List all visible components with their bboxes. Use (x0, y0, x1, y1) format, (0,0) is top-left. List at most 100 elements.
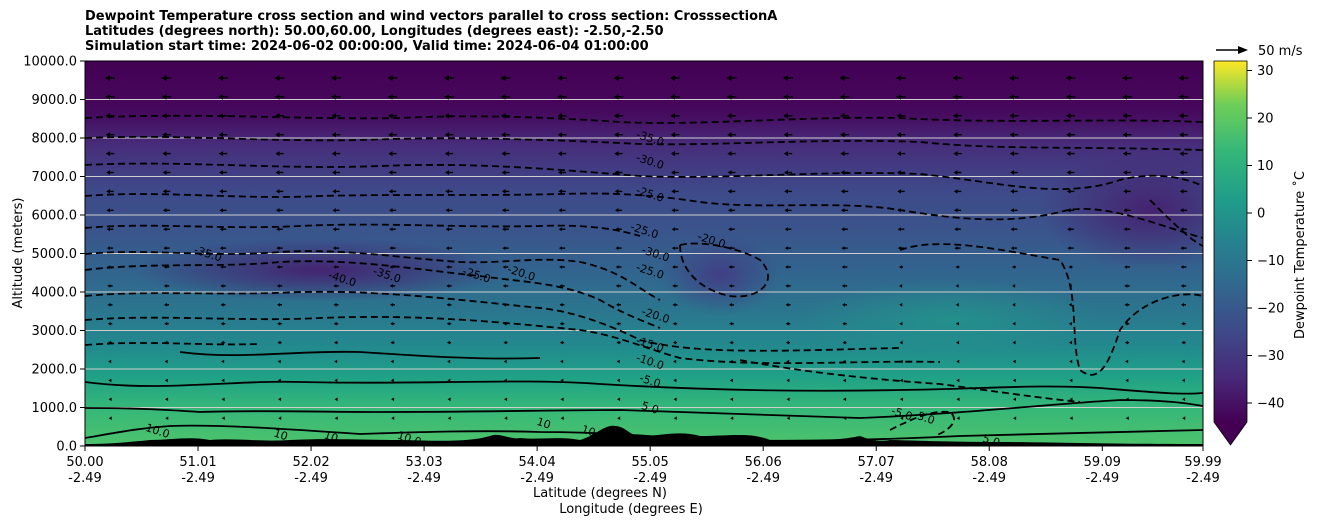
wind-vector (953, 132, 962, 138)
wind-vector (500, 113, 511, 119)
wind-vector (277, 321, 282, 326)
wind-vector (557, 151, 567, 157)
wind-vector (560, 359, 564, 364)
wind-vector (501, 132, 510, 138)
x-tick-label-lat: 51.01 (179, 455, 216, 470)
wind-vector (784, 246, 792, 250)
wind-vector (1066, 151, 1075, 157)
x-tick-label-lon: -2.49 (746, 471, 780, 486)
wind-vector (220, 303, 226, 307)
wind-vector (218, 75, 228, 81)
wind-vector (1010, 170, 1018, 175)
wind-vector (671, 170, 679, 175)
wind-vector (726, 75, 737, 81)
wind-vector (219, 208, 227, 213)
wind-vector (1011, 265, 1017, 269)
wind-vector (729, 321, 734, 326)
wind-vector (106, 189, 114, 194)
wind-vector (557, 94, 567, 100)
wind-vector (729, 378, 733, 383)
y-tick-label: 10000.0 (23, 55, 77, 70)
wind-vector (162, 151, 171, 157)
wind-vector (727, 151, 736, 157)
wind-vector (444, 94, 454, 100)
x-axis-label-latitude: Latitude (degrees N) (533, 486, 667, 501)
wind-vector (616, 303, 621, 307)
wind-vector (388, 208, 397, 213)
wind-vector (446, 265, 452, 269)
wind-vector (278, 416, 282, 420)
wind-vector (1068, 265, 1073, 269)
wind-vector (165, 416, 169, 420)
wind-vector (614, 208, 623, 213)
wind-vector (163, 246, 170, 250)
wind-vector (1179, 170, 1188, 175)
wind-vector (1009, 113, 1019, 119)
wind-vector (614, 170, 623, 175)
colorbar-label: Dewpoint Temperature ˚C (1292, 171, 1308, 339)
wind-vector (617, 416, 621, 420)
colorbar-ticks: 30 20 10 0 −10 −20 −30 −40 (1247, 64, 1284, 412)
wind-vector (841, 246, 848, 250)
wind-vector (557, 132, 567, 138)
wind-vector (558, 227, 566, 232)
wind-vector (671, 227, 679, 232)
wind-vector (840, 208, 849, 213)
wind-vector (1067, 227, 1074, 232)
wind-vector (331, 75, 341, 81)
wind-vector (1125, 416, 1129, 420)
wind-vector (107, 321, 113, 326)
wind-vector (108, 397, 112, 402)
wind-vector (1181, 340, 1186, 345)
wind-vector (843, 397, 847, 402)
wind-vector (899, 340, 903, 345)
wind-vector (727, 189, 736, 194)
wind-vector (953, 151, 962, 157)
wind-vector (444, 132, 454, 138)
wind-vector (105, 151, 115, 157)
wind-vector (163, 227, 170, 232)
wind-vector (1066, 208, 1075, 213)
wind-vector (785, 284, 791, 288)
x-tick-label-lon: -2.49 (407, 471, 441, 486)
wind-vector (277, 378, 281, 383)
contour-label-text: 10 (272, 427, 289, 444)
wind-vector (333, 284, 339, 288)
wind-vector (670, 113, 680, 119)
wind-vector (673, 359, 677, 364)
wind-vector (107, 303, 113, 307)
wind-vector (726, 113, 737, 119)
wind-vector (952, 113, 963, 119)
wind-vector (1125, 359, 1129, 364)
wind-vector (897, 246, 905, 250)
wind-vector (446, 284, 452, 288)
wind-vector (953, 189, 962, 194)
colorbar-tick-label: −30 (1257, 349, 1284, 364)
wind-vector (1066, 132, 1075, 138)
wind-vector (444, 151, 454, 157)
wind-vector (389, 284, 396, 288)
wind-vector (276, 227, 283, 232)
wind-vector (839, 113, 850, 119)
wind-vector (729, 303, 734, 307)
wind-vector (277, 359, 281, 364)
contour-label: 5.0 (981, 432, 1002, 446)
wind-vector (558, 208, 566, 213)
wind-vector (388, 132, 397, 138)
y-tick-label: 2000.0 (32, 363, 78, 378)
wind-vector (389, 265, 396, 269)
contour-label-text: -5.0 (638, 372, 662, 391)
wind-vector (897, 170, 905, 175)
wind-vector (1012, 321, 1016, 326)
wind-vector (1009, 94, 1019, 100)
wind-vector (898, 265, 904, 269)
wind-vector (105, 113, 115, 119)
y-tick-label: 9000.0 (32, 93, 78, 108)
wind-vector (275, 170, 284, 175)
x-tick-label-lat: 50.00 (66, 455, 103, 470)
wind-vector (1179, 132, 1188, 138)
terrain-profile (85, 425, 1203, 446)
x-tick-label-lon: -2.49 (859, 471, 893, 486)
wind-vector (841, 227, 848, 232)
wind-vector (670, 75, 680, 81)
